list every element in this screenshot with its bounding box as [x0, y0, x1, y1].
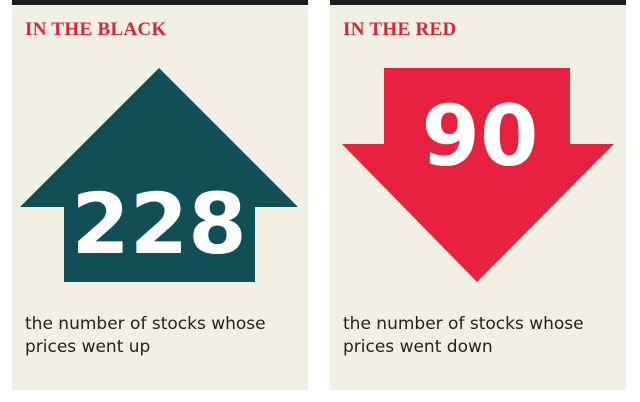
- top-rule: [12, 0, 308, 5]
- arrow-down-icon: 90: [342, 68, 614, 282]
- panel-caption: the number of stocks whose prices went u…: [25, 314, 266, 357]
- arrow-down-shape: [342, 68, 614, 282]
- panel-heading: IN THE RED: [343, 19, 457, 40]
- stocks-up-count: 228: [71, 175, 246, 273]
- stocks-down-count: 90: [422, 87, 539, 185]
- panel-heading: IN THE BLACK: [25, 19, 167, 40]
- top-rule: [330, 0, 626, 5]
- arrow-up-icon: 228: [20, 68, 298, 282]
- stocks-down-panel: IN THE RED 90 the number of stocks whose…: [330, 0, 626, 390]
- arrow-up-shape: [20, 68, 298, 282]
- panel-caption: the number of stocks whose prices went d…: [343, 314, 584, 357]
- stocks-up-panel: IN THE BLACK 228 the number of stocks wh…: [12, 0, 308, 390]
